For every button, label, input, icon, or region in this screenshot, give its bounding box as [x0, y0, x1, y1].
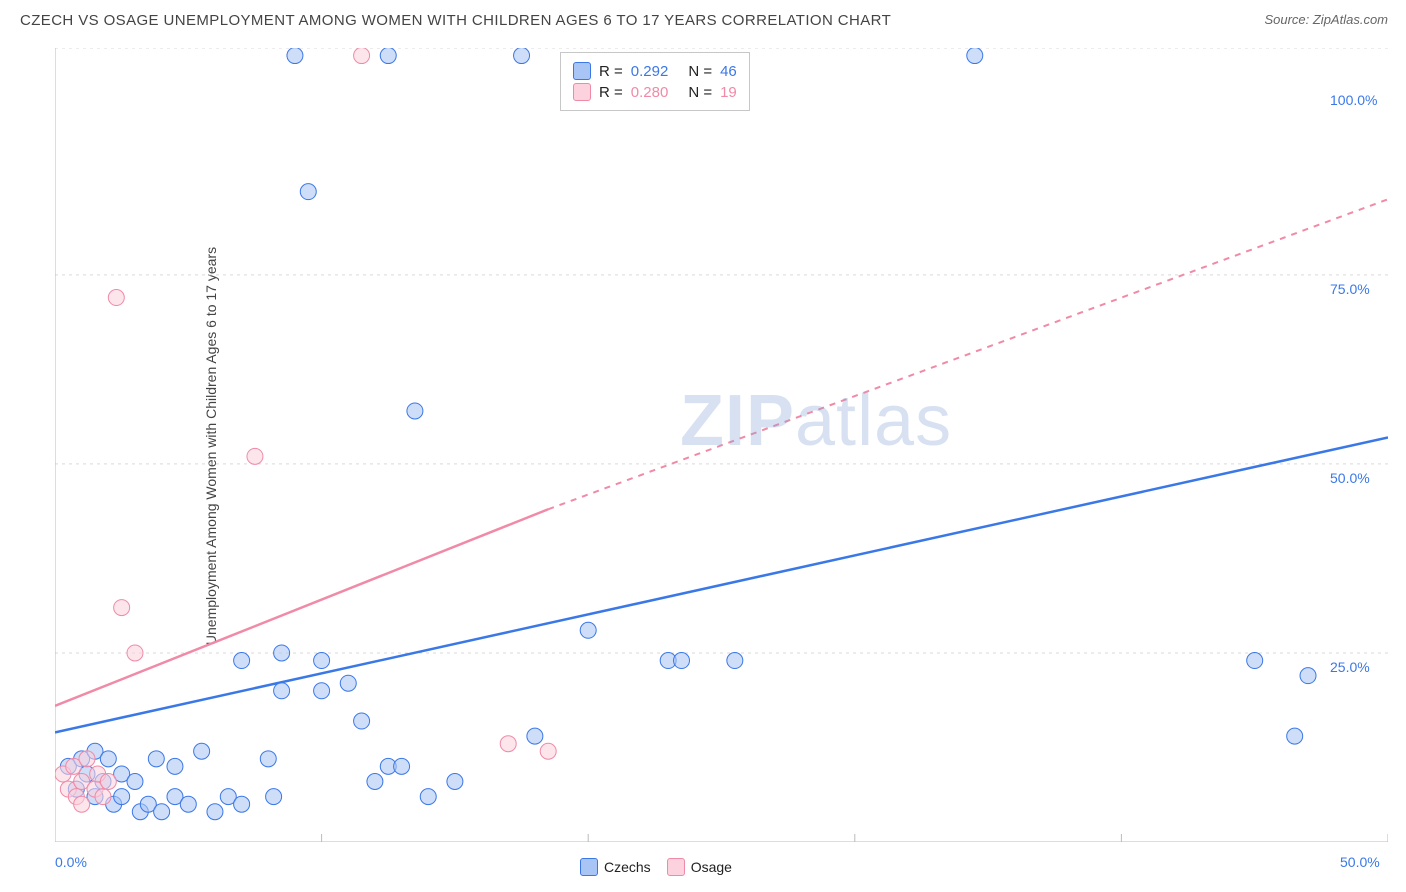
- stats-row: R = 0.292 N = 46: [573, 62, 737, 80]
- y-tick-label: 50.0%: [1330, 470, 1370, 486]
- legend-swatch: [573, 83, 591, 101]
- y-tick-label: 25.0%: [1330, 659, 1370, 675]
- x-tick-label: 0.0%: [55, 854, 87, 870]
- legend-swatch: [667, 858, 685, 876]
- legend-swatch: [580, 858, 598, 876]
- y-tick-label: 100.0%: [1330, 92, 1377, 108]
- legend-label: Czechs: [604, 859, 651, 875]
- stats-legend-box: R = 0.292 N = 46 R = 0.280 N = 19: [560, 52, 750, 111]
- x-tick-label: 50.0%: [1340, 854, 1380, 870]
- legend-item: Osage: [667, 858, 732, 876]
- chart-plot-area: ZIPatlas: [55, 48, 1388, 842]
- chart-container: CZECH VS OSAGE UNEMPLOYMENT AMONG WOMEN …: [0, 0, 1406, 892]
- stats-row: R = 0.280 N = 19: [573, 83, 737, 101]
- n-label: N =: [688, 84, 712, 101]
- y-tick-label: 75.0%: [1330, 281, 1370, 297]
- n-label: N =: [688, 63, 712, 80]
- r-value: 0.292: [631, 63, 669, 80]
- n-value: 46: [720, 63, 737, 80]
- r-label: R =: [599, 84, 623, 101]
- legend-label: Osage: [691, 859, 732, 875]
- chart-title: CZECH VS OSAGE UNEMPLOYMENT AMONG WOMEN …: [20, 12, 891, 29]
- source-label: Source: ZipAtlas.com: [1264, 12, 1388, 27]
- bottom-legend: Czechs Osage: [580, 858, 732, 876]
- r-label: R =: [599, 63, 623, 80]
- legend-item: Czechs: [580, 858, 651, 876]
- legend-swatch: [573, 62, 591, 80]
- r-value: 0.280: [631, 84, 669, 101]
- scatter-svg: [55, 48, 1388, 842]
- n-value: 19: [720, 84, 737, 101]
